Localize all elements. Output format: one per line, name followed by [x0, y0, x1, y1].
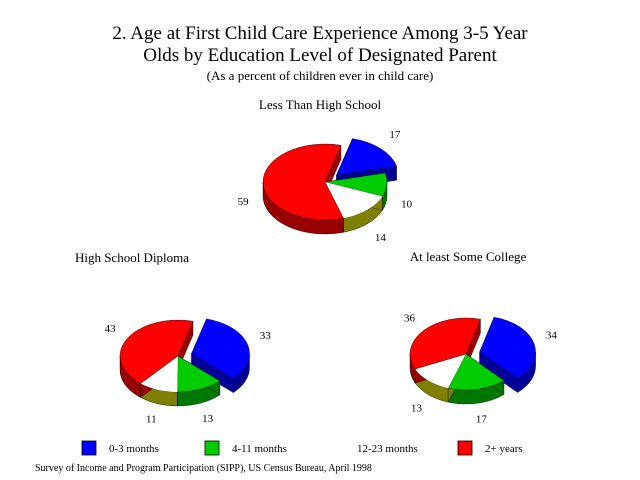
- legend-swatch: [81, 440, 97, 456]
- chart-title-line1: 2. Age at First Child Care Experience Am…: [112, 23, 528, 44]
- pie-slice-4-11-months: [324, 172, 388, 197]
- pie-slice-2-years: [119, 319, 194, 384]
- slice-value-label: 11: [146, 414, 157, 426]
- slice-value-label: 36: [404, 312, 416, 324]
- legend-swatch: [457, 440, 473, 456]
- pie-slice-12-23-months: [325, 182, 383, 219]
- pie-title: Less Than High School: [259, 97, 382, 112]
- chart-subtitle: (As a percent of children ever in child …: [206, 68, 434, 83]
- pie-slice-0-3-months: [336, 138, 397, 176]
- pie-chart-2: High School Diploma 33 13 11 43: [75, 250, 271, 426]
- pie-slice-2-years: [409, 317, 481, 370]
- pie-slice-4-11-months: [447, 353, 505, 391]
- pie-slice-12-23-months: [140, 356, 178, 392]
- pie-slice-0-3-months: [191, 318, 250, 379]
- pie-chart-3: At least Some College 34 17 13 36: [404, 249, 557, 425]
- legend-label: 2+ years: [485, 443, 523, 455]
- pie-slice-12-23-months: [415, 354, 466, 389]
- chart-title-line2: Olds by Education Level of Designated Pa…: [143, 45, 497, 66]
- legend-swatch: [204, 440, 220, 456]
- slice-value-label: 10: [401, 199, 413, 211]
- pie-slice-0-3-months: [479, 316, 536, 379]
- pie-tops: [119, 318, 250, 393]
- slice-value-label: 14: [375, 232, 387, 244]
- pie-title: At least Some College: [410, 249, 527, 264]
- slice-value-label: 13: [202, 413, 214, 425]
- pie-slice-2-years: [262, 143, 344, 221]
- pie-tops: [409, 316, 536, 391]
- legend-label: 12-23 months: [357, 443, 418, 455]
- slice-value-label: 13: [411, 402, 423, 414]
- legend-label: 0-3 months: [109, 443, 159, 455]
- slice-value-label: 43: [105, 323, 117, 335]
- legend: 0-3 months 4-11 months 12-23 months 2+ year…: [81, 440, 523, 456]
- slice-value-label: 33: [260, 330, 272, 342]
- slice-value-label: 59: [238, 196, 250, 208]
- pie-slice-4-11-months: [177, 355, 221, 393]
- pie-title: High School Diploma: [75, 250, 189, 265]
- slice-value-label: 34: [546, 330, 558, 342]
- source-note: Survey of Income and Program Participati…: [35, 463, 372, 474]
- pie-chart-1: Less Than High School 17 10 14 59: [238, 97, 413, 244]
- slice-value-label: 17: [476, 413, 488, 425]
- slice-value-label: 17: [389, 129, 401, 141]
- pie-tops: [262, 138, 397, 221]
- legend-label: 4-11 months: [232, 443, 287, 455]
